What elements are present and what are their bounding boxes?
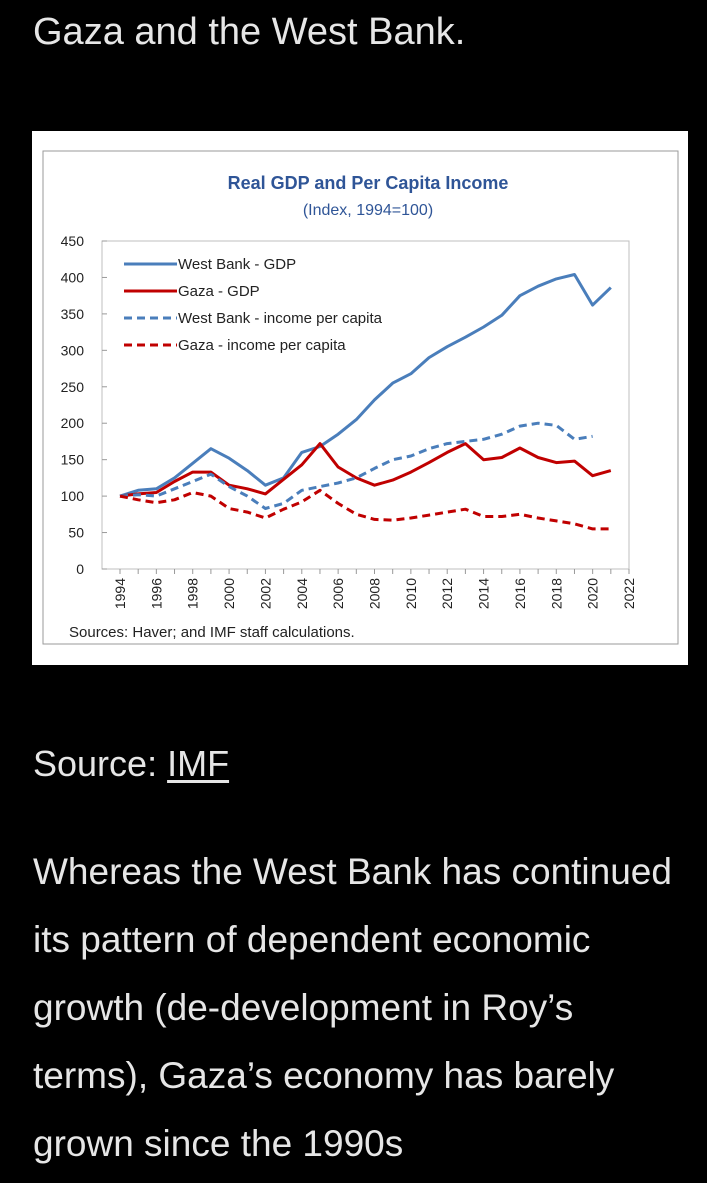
x-tick-label: 2014 [476, 578, 492, 609]
x-tick-label: 2012 [439, 578, 455, 609]
x-tick-label: 1998 [185, 578, 201, 609]
source-label: Source: [33, 743, 168, 784]
y-tick-label: 400 [61, 269, 85, 285]
series-line-2 [119, 442, 612, 498]
article-paragraph: Whereas the West Bank has continued its … [33, 851, 672, 1164]
y-tick-label: 300 [61, 342, 85, 358]
y-tick-label: 150 [61, 452, 85, 468]
x-tick-label: 1996 [148, 578, 164, 609]
source-link-imf[interactable]: IMF [167, 743, 230, 784]
y-tick-label: 0 [76, 561, 84, 577]
y-tick-label: 450 [61, 233, 85, 249]
x-tick-label: 2008 [367, 578, 383, 609]
x-tick-label: 2018 [548, 578, 564, 609]
y-axis: 0 50 100 150 200 250 300 350 400 450 [61, 233, 107, 577]
y-tick-label: 350 [61, 306, 85, 322]
y-tick-label: 200 [61, 415, 85, 431]
chart-image[interactable]: Real GDP and Per Capita Income (Index, 1… [32, 131, 688, 665]
x-tick-label: 2000 [221, 578, 237, 609]
legend-label: Gaza - income per capita [178, 337, 346, 354]
legend-label: Gaza - GDP [178, 283, 260, 300]
chart-subtitle: (Index, 1994=100) [303, 202, 433, 219]
x-tick-label: 2002 [257, 578, 273, 609]
x-tick-label: 2022 [621, 578, 637, 609]
plot-area [101, 240, 630, 570]
source-line: Source: IMF [33, 741, 229, 787]
series-line-3 [119, 421, 593, 510]
x-tick-label: 1994 [112, 578, 128, 609]
chart-source-note: Sources: Haver; and IMF staff calculatio… [69, 624, 355, 641]
series-line-1 [119, 273, 612, 498]
x-tick-label: 2020 [585, 578, 601, 609]
legend-label: West Bank - GDP [178, 256, 296, 273]
article-heading-fragment: Gaza and the West Bank. [33, 11, 466, 53]
y-tick-label: 50 [68, 525, 84, 541]
y-tick-label: 250 [61, 379, 85, 395]
x-tick-label: 2006 [330, 578, 346, 609]
x-tick-label: 2010 [403, 578, 419, 609]
y-tick-label: 100 [61, 488, 85, 504]
chart-legend: West Bank - GDP Gaza - GDP West Bank - inc… [124, 256, 383, 354]
x-axis: 1994 1996 1998 2000 2002 2004 2006 2008 2010 2012… [112, 569, 637, 609]
gdp-chart: Real GDP and Per Capita Income (Index, 1… [42, 150, 679, 645]
x-tick-label: 2004 [294, 578, 310, 609]
series-line-4 [119, 488, 611, 531]
x-tick-label: 2016 [512, 578, 528, 609]
legend-label: West Bank - income per capita [178, 310, 383, 327]
chart-title: Real GDP and Per Capita Income [228, 173, 509, 193]
series-lines [119, 273, 612, 531]
chart-frame [42, 150, 679, 645]
